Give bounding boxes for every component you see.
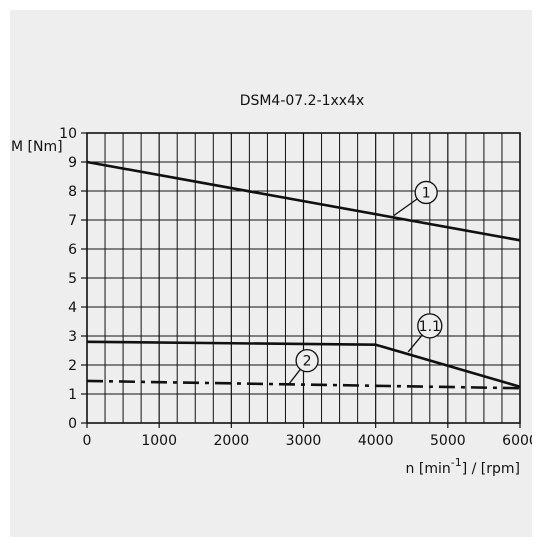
callout-label: 2 <box>303 354 312 370</box>
callout-label: 1 <box>422 185 431 201</box>
y-tick-label: 6 <box>68 242 77 258</box>
series-line-1-1 <box>86 340 521 388</box>
x-axis-label-suffix: ] / [rpm] <box>462 461 520 477</box>
x-tick-label: 0 <box>83 433 92 449</box>
y-tick-label: 7 <box>68 213 77 229</box>
y-tick-label: 0 <box>68 416 77 432</box>
callout-leader <box>288 368 301 385</box>
y-tick-label: 10 <box>59 126 77 142</box>
callouts: 11.12 <box>288 180 443 385</box>
series-line-1 <box>86 160 521 242</box>
chart-title: DSM4-07.2-1xx4x <box>240 93 365 109</box>
y-tick-label: 4 <box>68 300 77 316</box>
callout-bubble <box>417 313 443 339</box>
callout-label: 1.1 <box>419 319 441 335</box>
chart-panel: DSM4-07.2-1xx4x M [Nm] 0 1000 2000 3000 4000… <box>10 10 532 537</box>
y-tick-label: 1 <box>68 387 77 403</box>
series-lines <box>86 160 521 390</box>
y-axis-label: M [Nm] <box>11 139 63 155</box>
x-tick-label: 2000 <box>214 433 250 449</box>
y-tick-label: 8 <box>68 184 77 200</box>
callout-bubble <box>295 348 319 373</box>
callout-leader <box>393 198 418 217</box>
x-tick-label: 1000 <box>141 433 177 449</box>
series-line-2 <box>86 379 521 390</box>
callout-bubble <box>414 180 438 205</box>
y-tick-label: 2 <box>68 358 77 374</box>
x-axis-label-prefix: n [min <box>406 461 451 477</box>
x-axis-label: n [min-1] / [rpm] <box>406 456 520 477</box>
torque-speed-chart: DSM4-07.2-1xx4x M [Nm] 0 1000 2000 3000 4000… <box>11 93 532 477</box>
y-tick-label: 5 <box>68 271 77 287</box>
x-tick-label: 5000 <box>430 433 466 449</box>
x-axis-label-exponent: -1 <box>451 456 462 469</box>
y-tick-label: 9 <box>68 155 77 171</box>
x-tick-label: 4000 <box>358 433 394 449</box>
callout-leader <box>407 334 423 353</box>
grid <box>87 133 520 423</box>
x-tick-label: 3000 <box>286 433 322 449</box>
y-tick-label: 3 <box>68 329 77 345</box>
